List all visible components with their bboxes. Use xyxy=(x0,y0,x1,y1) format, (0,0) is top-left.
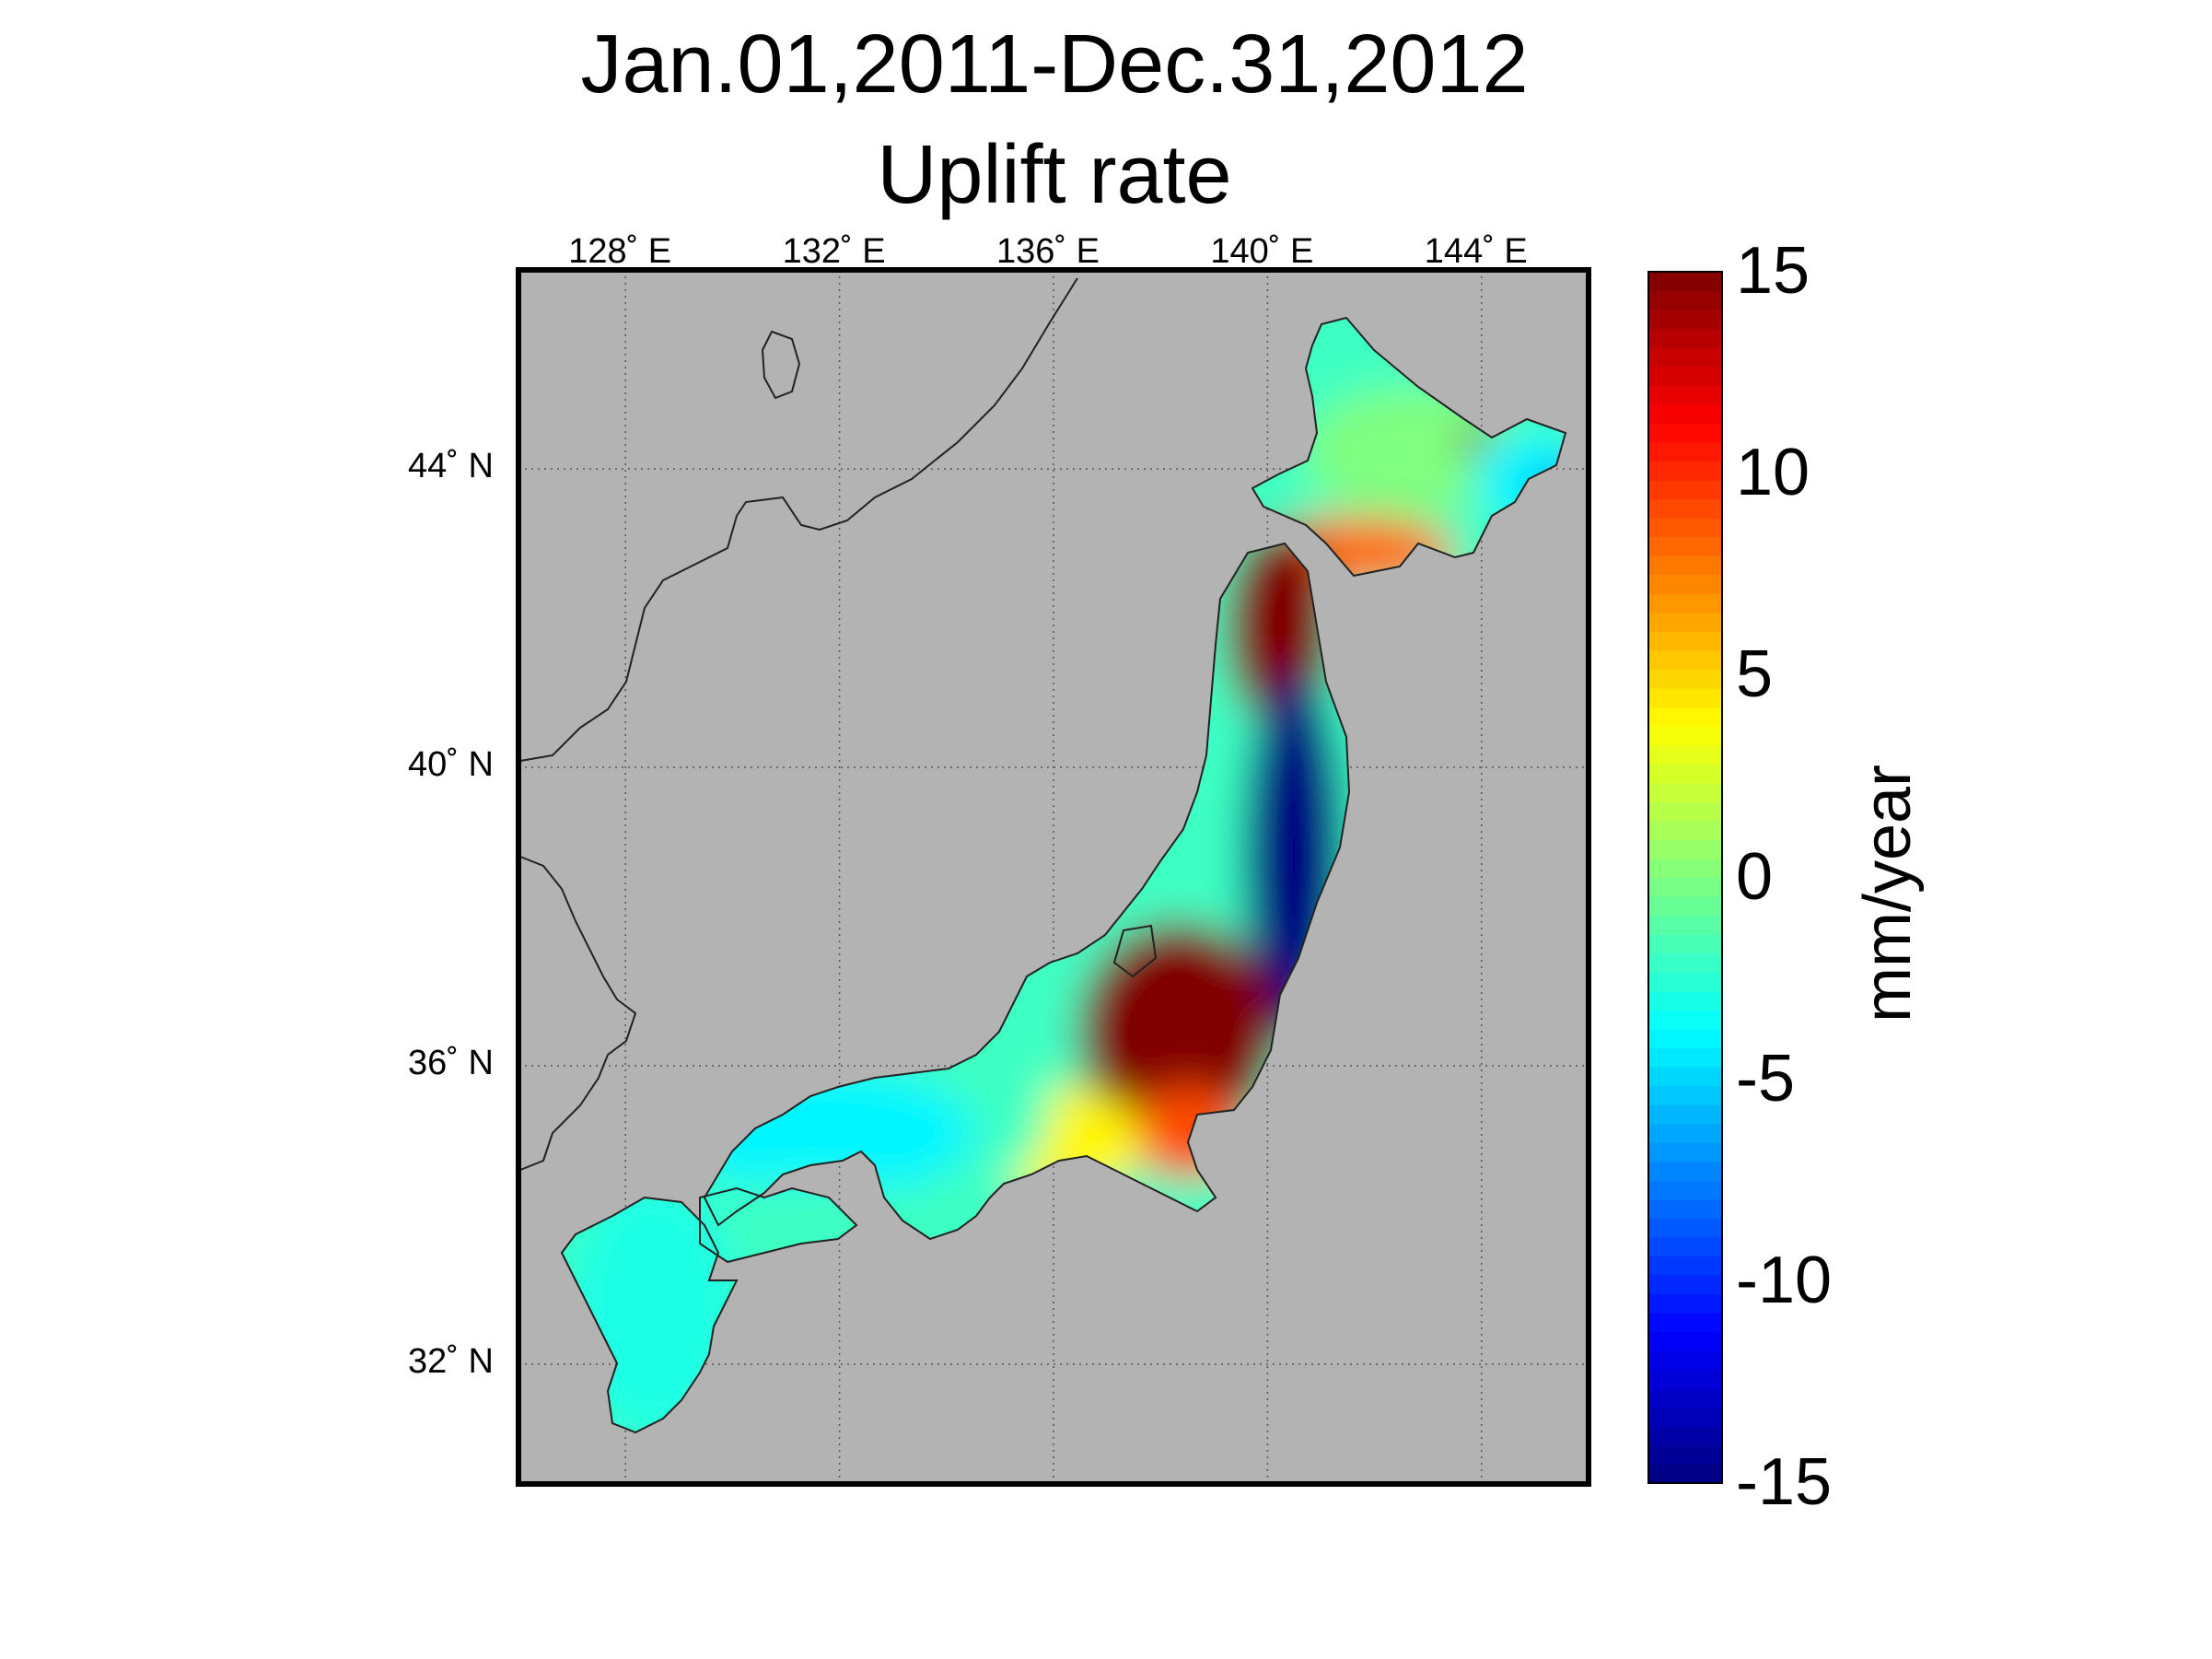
colorbar-band xyxy=(1648,1180,1722,1200)
colorbar-band xyxy=(1648,1331,1722,1351)
colorbar-band xyxy=(1648,518,1722,538)
colorbar-band xyxy=(1648,1444,1722,1466)
colorbar-band xyxy=(1648,877,1722,897)
colorbar-band xyxy=(1648,649,1722,671)
colorbar-band xyxy=(1648,498,1722,519)
colorbar-band xyxy=(1648,972,1722,992)
colorbar-band xyxy=(1648,631,1722,651)
latitude-tick-label: 32˚ N xyxy=(408,1342,494,1381)
colorbar-band xyxy=(1648,858,1722,879)
colorbar-band xyxy=(1648,290,1722,310)
colorbar-band xyxy=(1648,934,1722,954)
longitude-tick-label: 136˚ E xyxy=(996,232,1100,271)
japan-coastline xyxy=(560,316,1567,1434)
colorbar-band xyxy=(1648,272,1722,292)
uplift-region-chubu-kanto xyxy=(1077,921,1280,1142)
colorbar-band xyxy=(1648,328,1722,348)
colorbar-band xyxy=(1648,1313,1722,1333)
colorbar-band xyxy=(1648,1010,1722,1030)
latitude-tick-label: 44˚ N xyxy=(408,447,494,485)
latitude-tick-label: 36˚ N xyxy=(408,1044,494,1082)
colorbar-band xyxy=(1648,310,1722,330)
colorbar-band xyxy=(1648,915,1722,935)
colorbar-tick-label: 0 xyxy=(1736,839,1774,914)
colorbar-band xyxy=(1648,1274,1722,1295)
colorbar-band xyxy=(1648,366,1722,386)
chart-title-line2: Uplift rate xyxy=(877,129,1232,221)
longitude-tick-label: 132˚ E xyxy=(782,232,886,271)
colorbar-band xyxy=(1648,555,1722,576)
colorbar-band xyxy=(1648,1426,1722,1446)
colorbar-band xyxy=(1648,744,1722,765)
latitude-tick-label: 40˚ N xyxy=(408,745,494,784)
colorbar-band xyxy=(1648,896,1722,917)
colorbar-band xyxy=(1648,1218,1722,1238)
uplift-region-shiretoko xyxy=(1457,427,1490,453)
colorbar-band xyxy=(1648,1104,1722,1125)
colorbar-band xyxy=(1648,574,1722,594)
colorbar-band xyxy=(1648,688,1722,708)
colorbar-band xyxy=(1648,1256,1722,1276)
colorbar-tick-label: -10 xyxy=(1736,1243,1833,1317)
colorbar-tick-label: 10 xyxy=(1736,436,1810,510)
colorbar-tick-label: -5 xyxy=(1736,1041,1796,1116)
mainland-coastline xyxy=(519,277,1078,1171)
island-outline xyxy=(761,330,801,400)
longitude-tick-label: 140˚ E xyxy=(1210,232,1314,271)
colorbar-band xyxy=(1648,1161,1722,1181)
colorbar-band xyxy=(1648,1047,1722,1068)
colorbar-band xyxy=(1648,726,1722,746)
colorbar-band xyxy=(1648,1236,1722,1257)
colorbar-band xyxy=(1648,480,1722,500)
colorbar-band xyxy=(1648,1293,1722,1314)
colorbar-band xyxy=(1648,385,1722,405)
colorbar-band xyxy=(1648,612,1722,632)
colorbar-band xyxy=(1648,1085,1722,1105)
map-frame xyxy=(516,267,1591,1487)
colorbar-band xyxy=(1648,782,1722,802)
colorbar-band xyxy=(1648,801,1722,822)
colorbar-band xyxy=(1648,1123,1722,1143)
colorbar-gradient xyxy=(1648,272,1722,1484)
colorbar-band xyxy=(1648,423,1722,443)
colorbar-band xyxy=(1648,1388,1722,1408)
colorbar-band xyxy=(1648,593,1722,613)
colorbar-band xyxy=(1648,839,1722,859)
colorbar-band xyxy=(1648,1028,1722,1049)
chart-title-line1: Jan.01,2011-Dec.31,2012 xyxy=(580,18,1529,111)
colorbar-unit-label: mm/year xyxy=(1851,764,1925,1023)
colorbar-band xyxy=(1648,1350,1722,1371)
colorbar-band xyxy=(1648,403,1722,424)
colorbar-band xyxy=(1648,1142,1722,1162)
colorbar-tick-label: 15 xyxy=(1736,234,1810,308)
colorbar-band xyxy=(1648,461,1722,481)
colorbar-band xyxy=(1648,1369,1722,1389)
colorbar-band xyxy=(1648,347,1722,368)
colorbar-band xyxy=(1648,952,1722,973)
colorbar-frame xyxy=(1647,271,1723,1484)
colorbar-band xyxy=(1648,669,1722,689)
longitude-tick-label: 144˚ E xyxy=(1424,232,1528,271)
colorbar-band xyxy=(1648,990,1722,1011)
colorbar-tick-label: 5 xyxy=(1736,637,1774,712)
colorbar-band xyxy=(1648,1066,1722,1087)
colorbar-band xyxy=(1648,1464,1722,1484)
colorbar-band xyxy=(1648,1407,1722,1427)
colorbar-tick-label: -15 xyxy=(1736,1445,1833,1519)
colorbar-band xyxy=(1648,1198,1722,1219)
longitude-tick-label: 128˚ E xyxy=(568,232,672,271)
colorbar-band xyxy=(1648,764,1722,784)
colorbar-band xyxy=(1648,707,1722,727)
colorbar-band xyxy=(1648,536,1722,556)
colorbar-band xyxy=(1648,441,1722,462)
colorbar-band xyxy=(1648,820,1722,841)
